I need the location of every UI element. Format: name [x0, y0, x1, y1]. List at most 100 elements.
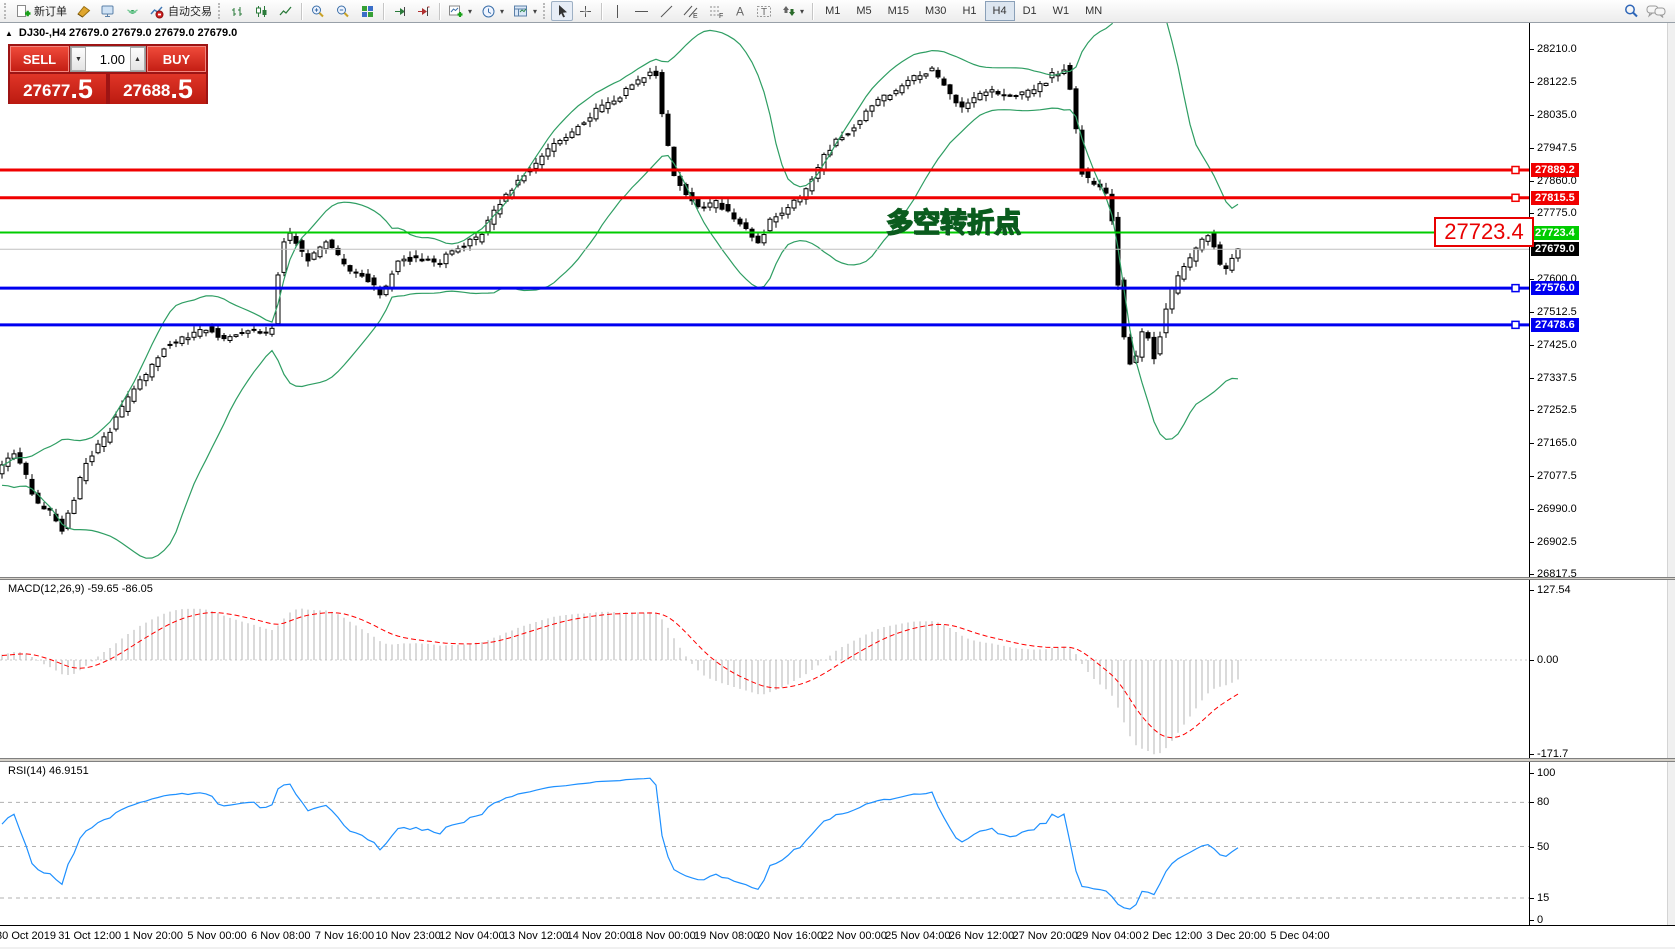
sell-price[interactable]: 27677.5 [10, 74, 106, 104]
buy-price-main: 27688 [123, 81, 171, 100]
template-button[interactable]: ▾ [509, 1, 541, 21]
timeframe-m30[interactable]: M30 [925, 5, 947, 17]
text-tool[interactable]: A [729, 1, 751, 21]
fibonacci-tool[interactable]: F [704, 1, 728, 21]
styler-button[interactable] [72, 1, 95, 21]
vertical-scrollbar[interactable] [1667, 23, 1675, 577]
time-label: 3 Dec 20:00 [1206, 930, 1266, 942]
autotrading-icon [149, 4, 165, 19]
chart-annotation-text[interactable]: 多空转折点 [885, 207, 1021, 238]
trendline-tool[interactable] [655, 1, 678, 21]
toolbar-drag-handle[interactable] [218, 3, 222, 19]
zoom-out-icon [335, 4, 351, 19]
line-chart-button[interactable] [274, 1, 297, 21]
toolbar-drag-handle[interactable] [4, 3, 8, 19]
template-dropdown[interactable]: ▾ [533, 6, 538, 16]
text-label-tool[interactable]: T [752, 1, 776, 21]
panel-splitter[interactable] [0, 758, 1675, 762]
chart-shift-icon [416, 4, 431, 19]
tile-windows-button[interactable] [356, 1, 379, 21]
price-tick: 27860.0 [1537, 175, 1577, 188]
autotrading-button[interactable]: 自动交易 [145, 1, 216, 21]
buy-price[interactable]: 27688.5 [110, 74, 206, 104]
time-label: 10 Nov 23:00 [375, 930, 441, 942]
line-chart-icon [278, 4, 293, 19]
add-indicator-button[interactable]: ▾ [444, 1, 476, 21]
add-indicator-icon [448, 4, 464, 19]
price-tick: 28035.0 [1537, 109, 1577, 122]
time-label: 5 Dec 04:00 [1270, 930, 1330, 942]
main-chart-panel[interactable]: ▲ DJ30-,H4 27679.0 27679.0 27679.0 27679… [0, 23, 1675, 580]
zoom-out-button[interactable] [331, 1, 355, 21]
vertical-line-tool[interactable] [606, 1, 628, 21]
period-dropdown[interactable]: ▾ [500, 6, 505, 16]
candlestick-chart-icon [254, 4, 269, 19]
svg-text:A: A [736, 5, 744, 19]
vertical-scrollbar[interactable] [1667, 762, 1675, 925]
panel-splitter[interactable] [0, 577, 1675, 580]
rsi-chart [0, 777, 1529, 910]
chart-shift-button[interactable] [412, 1, 435, 21]
price-tick: 27252.5 [1537, 404, 1577, 417]
signals-button[interactable] [121, 1, 144, 21]
timeframe-m5[interactable]: M5 [856, 5, 872, 17]
arrows-tool[interactable]: ▾ [777, 1, 808, 21]
timeframe-h4[interactable]: H4 [984, 1, 1015, 21]
vertical-line-icon [612, 4, 623, 19]
time-label: 25 Nov 04:00 [885, 930, 951, 942]
timeframe-h1[interactable]: H1 [962, 5, 977, 17]
price-chip-27576.0: 27576.0 [1531, 281, 1579, 296]
price-callout-box[interactable]: 27723.4 [1434, 217, 1534, 247]
auto-scroll-button[interactable] [388, 1, 411, 21]
zoom-in-icon [310, 4, 326, 19]
new-order-button[interactable]: 新订单 [12, 1, 71, 21]
add-indicator-dropdown[interactable]: ▾ [468, 6, 473, 16]
candlestick-chart-button[interactable] [250, 1, 273, 21]
timeframe-m15[interactable]: M15 [887, 5, 910, 17]
rsi-tick: 100 [1537, 767, 1556, 780]
equidistant-channel-tool[interactable]: E [679, 1, 703, 21]
vertical-scrollbar[interactable] [1667, 580, 1675, 758]
period-clock-button[interactable]: ▾ [477, 1, 508, 21]
volume-input[interactable]: 1.00 [99, 51, 125, 67]
volume-increase-button[interactable]: ▲ [130, 47, 145, 71]
toolbar-drag-handle[interactable] [543, 3, 547, 19]
channel-icon: E [683, 4, 699, 19]
chat-icon[interactable] [1646, 4, 1666, 19]
time-label: 30 Oct 2019 [0, 930, 56, 942]
bar-chart-button[interactable] [226, 1, 249, 21]
tile-windows-icon [360, 4, 375, 19]
metaeditor-button[interactable] [96, 1, 120, 21]
cursor-icon [556, 4, 569, 18]
timeframe-d1[interactable]: D1 [1022, 5, 1037, 17]
zoom-in-button[interactable] [306, 1, 330, 21]
timeframe-m1[interactable]: M1 [825, 5, 841, 17]
macd-panel[interactable]: MACD(12,26,9) -59.65 -86.05 127.54 0.00 -1… [0, 580, 1675, 760]
price-tick: 27337.5 [1537, 372, 1577, 385]
sell-price-main: 27677 [23, 81, 71, 100]
sell-button[interactable]: SELL [10, 46, 69, 72]
one-click-trading-panel: SELL ▼ 1.00 ▲ BUY 27677.5 27688.5 [8, 44, 208, 104]
level-lines [0, 165, 1529, 330]
cursor-tool-button[interactable] [551, 1, 574, 21]
candlestick-chart[interactable] [0, 23, 1529, 577]
metaeditor-icon [100, 4, 116, 19]
collapse-chart-icon[interactable]: ▲ [5, 28, 13, 38]
price-tick: 27165.0 [1537, 437, 1577, 450]
arrows-dropdown[interactable]: ▾ [800, 6, 805, 16]
price-tick: 27775.0 [1537, 207, 1577, 220]
new-order-label: 新订单 [34, 6, 67, 18]
svg-text:E: E [693, 13, 698, 19]
timeframe-mn[interactable]: MN [1085, 5, 1103, 17]
crosshair-tool-button[interactable] [574, 1, 597, 21]
styler-icon [76, 4, 91, 19]
rsi-panel[interactable]: RSI(14) 46.9151 100 80 50 15 0 [0, 762, 1675, 926]
horizontal-line-tool[interactable] [629, 1, 654, 21]
search-icon[interactable] [1623, 3, 1640, 19]
rsi-line [1, 777, 1239, 910]
price-tick: 28122.5 [1537, 76, 1577, 89]
volume-decrease-button[interactable]: ▼ [71, 47, 86, 71]
timeframe-w1[interactable]: W1 [1052, 5, 1070, 17]
price-chip-27478.6: 27478.6 [1531, 317, 1579, 332]
buy-button[interactable]: BUY [147, 46, 206, 72]
